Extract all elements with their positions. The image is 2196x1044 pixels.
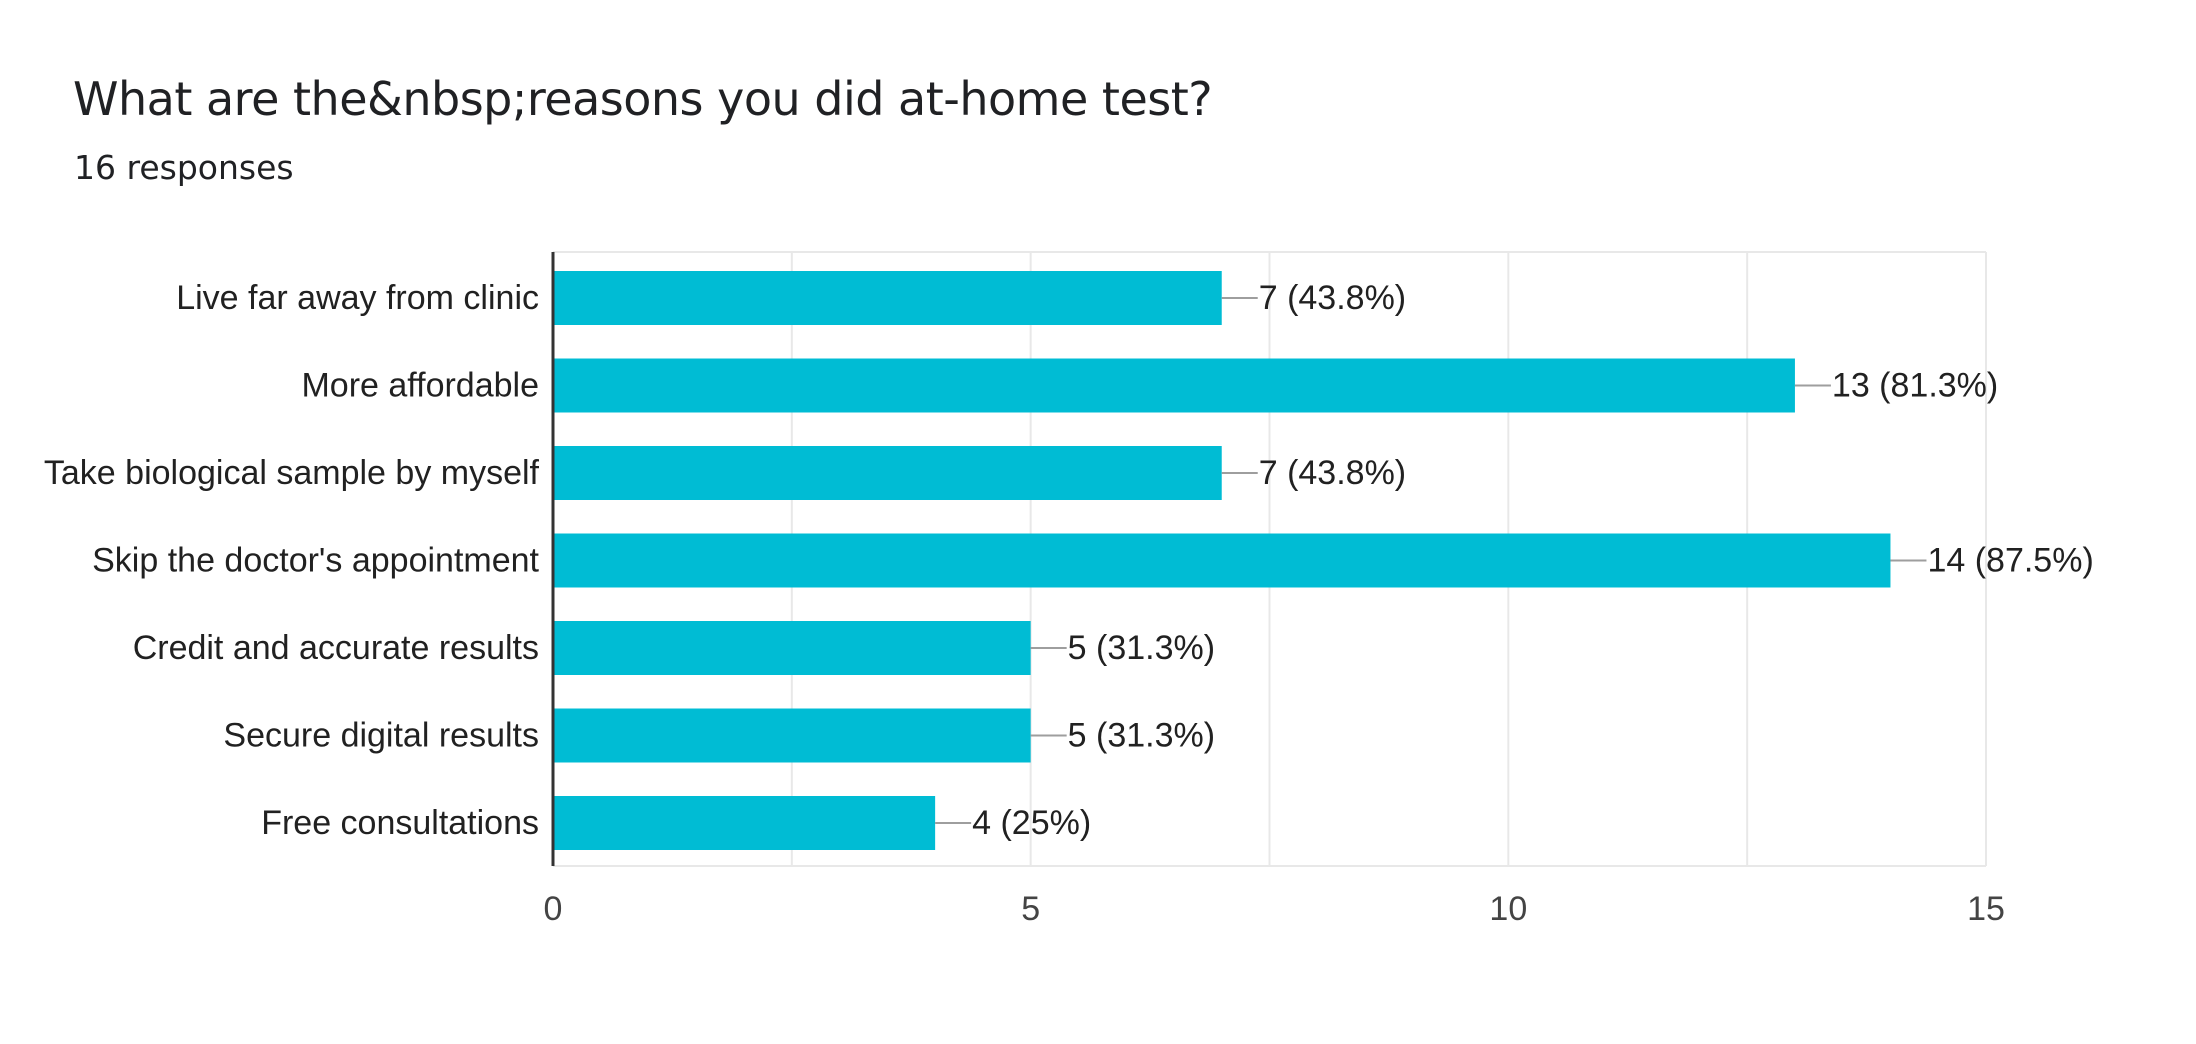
response-count: 16 responses [74,148,294,187]
value-label: 4 (25%) [972,804,1091,842]
value-label: 7 (43.8%) [1259,454,1406,492]
bar [553,796,936,850]
x-tick-label: 5 [1021,890,1040,928]
bar [553,533,1891,588]
value-label: 7 (43.8%) [1259,279,1406,317]
bar [553,358,1795,413]
category-label: Secure digital results [223,717,539,755]
chart-title: What are the&nbsp;reasons you did at-hom… [73,72,1213,126]
category-label: Skip the doctor's appointment [92,542,539,580]
category-label: Take biological sample by myself [44,454,540,492]
value-label: 5 (31.3%) [1068,717,1215,755]
bar [553,708,1031,763]
category-label: More affordable [301,367,539,405]
category-label: Credit and accurate results [133,629,539,667]
bar [553,621,1031,675]
value-label: 13 (81.3%) [1832,367,1998,405]
x-tick-label: 0 [544,890,563,928]
bar [553,446,1222,500]
bar [553,271,1222,325]
x-tick-label: 15 [1967,890,2005,928]
category-label: Free consultations [261,804,539,842]
x-tick-label: 10 [1489,890,1527,928]
category-label: Live far away from clinic [176,279,539,317]
value-label: 14 (87.5%) [1927,542,2093,580]
value-label: 5 (31.3%) [1068,629,1215,667]
